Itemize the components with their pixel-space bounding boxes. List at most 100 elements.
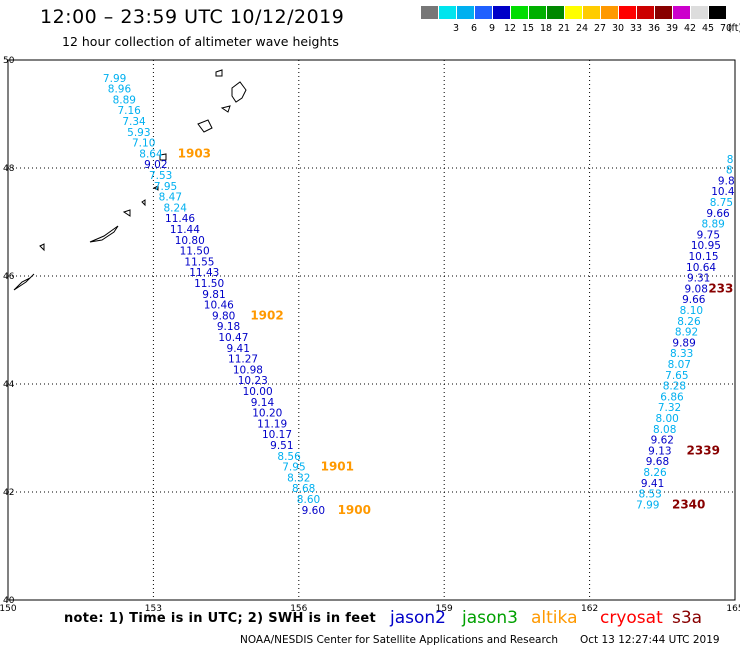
wave-height-value: 9.80 xyxy=(212,310,235,322)
island-outline xyxy=(220,105,231,113)
wave-height-value: 7.16 xyxy=(117,105,141,117)
wave-height-value: 8.64 xyxy=(139,148,163,160)
wave-height-value: 8.92 xyxy=(675,327,698,339)
wave-height-value: 11.50 xyxy=(194,278,224,290)
wave-height-value: 9.62 xyxy=(651,435,674,447)
pass-time-labels: 1903 1902 1901 1900 233 2339 2340 xyxy=(178,146,734,516)
scale-swatch xyxy=(655,6,672,19)
lat-tick-label: 40 xyxy=(3,596,15,606)
scale-swatch xyxy=(583,6,600,19)
wave-height-value: 8.28 xyxy=(663,381,686,393)
note-text: note: 1) Time is in UTC; 2) SWH is in fe… xyxy=(64,611,376,626)
island-outline xyxy=(159,153,167,161)
lat-tick-label: 50 xyxy=(3,56,15,66)
wave-height-value: 9.14 xyxy=(251,397,275,409)
scale-label: 39 xyxy=(665,23,679,34)
scale-label: 24 xyxy=(575,23,589,34)
wave-height-value: 11.50 xyxy=(180,246,210,258)
wave-height-value: 8.68 xyxy=(292,483,315,495)
wave-height-value: 7.95 xyxy=(154,181,177,193)
island-outline xyxy=(231,81,247,103)
map-title: 12:00 – 23:59 UTC 10/12/2019 xyxy=(40,6,345,28)
wave-height-value: 8.08 xyxy=(653,424,676,436)
wave-height-value: 8.60 xyxy=(297,494,320,506)
wave-height-value: 11.43 xyxy=(189,267,219,279)
wave-height-value: 8.26 xyxy=(643,467,667,479)
wave-height-value: 8.56 xyxy=(277,451,301,463)
wave-height-value: 6.86 xyxy=(660,391,684,403)
scale-label: 9 xyxy=(488,23,496,34)
scale-label: 12 xyxy=(503,23,517,34)
wave-height-value: 10.00 xyxy=(243,386,273,398)
wave-height-value: 10.47 xyxy=(218,332,248,344)
lon-tick-label: 156 xyxy=(290,604,307,614)
satellite-legend-entry: s3a xyxy=(672,608,703,628)
island-outline xyxy=(215,69,223,77)
scale-label: 21 xyxy=(557,23,571,34)
wave-height-value: 10.46 xyxy=(204,300,234,312)
scale-swatch xyxy=(421,6,438,19)
wave-height-value: 9.81 xyxy=(202,289,225,301)
scale-swatch xyxy=(601,6,618,19)
wave-height-points: 7.998.968.897.167.345.937.108.649.027.53… xyxy=(103,73,735,517)
wave-height-value: 5.93 xyxy=(127,127,150,139)
wave-height-value: 8.10 xyxy=(680,305,703,317)
scale-swatch xyxy=(529,6,546,19)
wave-height-value: 10.17 xyxy=(262,429,292,441)
wave-height-value: 11.55 xyxy=(184,256,214,268)
island-outline xyxy=(89,225,119,243)
lon-tick-label: 150 xyxy=(0,604,17,614)
wave-height-value: 8.89 xyxy=(113,94,136,106)
wave-height-value: 10.4 xyxy=(711,186,735,198)
wave-height-value: 7.34 xyxy=(122,116,146,128)
wave-height-value: 8.33 xyxy=(670,348,693,360)
pass-time-label: 1901 xyxy=(321,460,354,474)
wave-height-value: 11.44 xyxy=(170,224,200,236)
scale-swatch xyxy=(547,6,564,19)
lon-tick-label: 165 xyxy=(726,604,740,614)
island-outline xyxy=(152,185,159,191)
wave-height-value: 10.64 xyxy=(686,262,716,274)
wave-height-value: 11.27 xyxy=(228,354,258,366)
scale-swatch xyxy=(475,6,492,19)
scale-label: 42 xyxy=(683,23,697,34)
scale-label: 6 xyxy=(470,23,478,34)
wave-height-value: 7.95 xyxy=(282,462,305,474)
wave-height-value: 9.41 xyxy=(641,478,664,490)
satellite-legend-entry: altika xyxy=(531,608,578,628)
wave-height-value: 10.20 xyxy=(252,408,282,420)
scale-label: 70 xyxy=(719,23,733,34)
wave-height-value: 7.10 xyxy=(132,138,155,150)
wave-height-value: 9.66 xyxy=(682,294,706,306)
wave-height-value: 7.99 xyxy=(103,73,126,85)
scale-label: 27 xyxy=(593,23,607,34)
wave-height-value: 11.19 xyxy=(257,418,287,430)
wave-height-value: 9.13 xyxy=(648,445,671,457)
pass-time-label: 2339 xyxy=(687,443,720,457)
wave-height-value: 8.07 xyxy=(668,359,691,371)
pass-time-label: 1903 xyxy=(178,146,211,160)
lat-tick-label: 42 xyxy=(3,488,14,498)
wave-height-value: 9.08 xyxy=(685,283,708,295)
scale-swatch xyxy=(439,6,456,19)
satellite-legend-entry: jason3 xyxy=(462,608,518,628)
wave-height-value: 10.15 xyxy=(688,251,718,263)
wave-height-value: 9.51 xyxy=(270,440,293,452)
map-frame xyxy=(7,59,736,601)
lat-tick-label: 48 xyxy=(3,164,15,174)
wave-height-value: 7.65 xyxy=(665,370,688,382)
satellite-legend-entry: cryosat xyxy=(600,608,663,628)
lon-tick-label: 159 xyxy=(436,604,453,614)
coastlines xyxy=(13,69,247,291)
wave-height-value: 9.75 xyxy=(697,229,720,241)
wave-height-value: 9.68 xyxy=(646,456,669,468)
wave-height-value: 8 xyxy=(727,154,734,166)
wave-height-value: 8.89 xyxy=(701,219,724,231)
wave-height-value: 9.89 xyxy=(672,337,695,349)
island-outline xyxy=(141,199,146,207)
scale-swatch xyxy=(457,6,474,19)
wave-height-value: 7.99 xyxy=(636,499,659,511)
wave-height-value: 10.23 xyxy=(238,375,268,387)
wave-height-value: 9.66 xyxy=(706,208,730,220)
